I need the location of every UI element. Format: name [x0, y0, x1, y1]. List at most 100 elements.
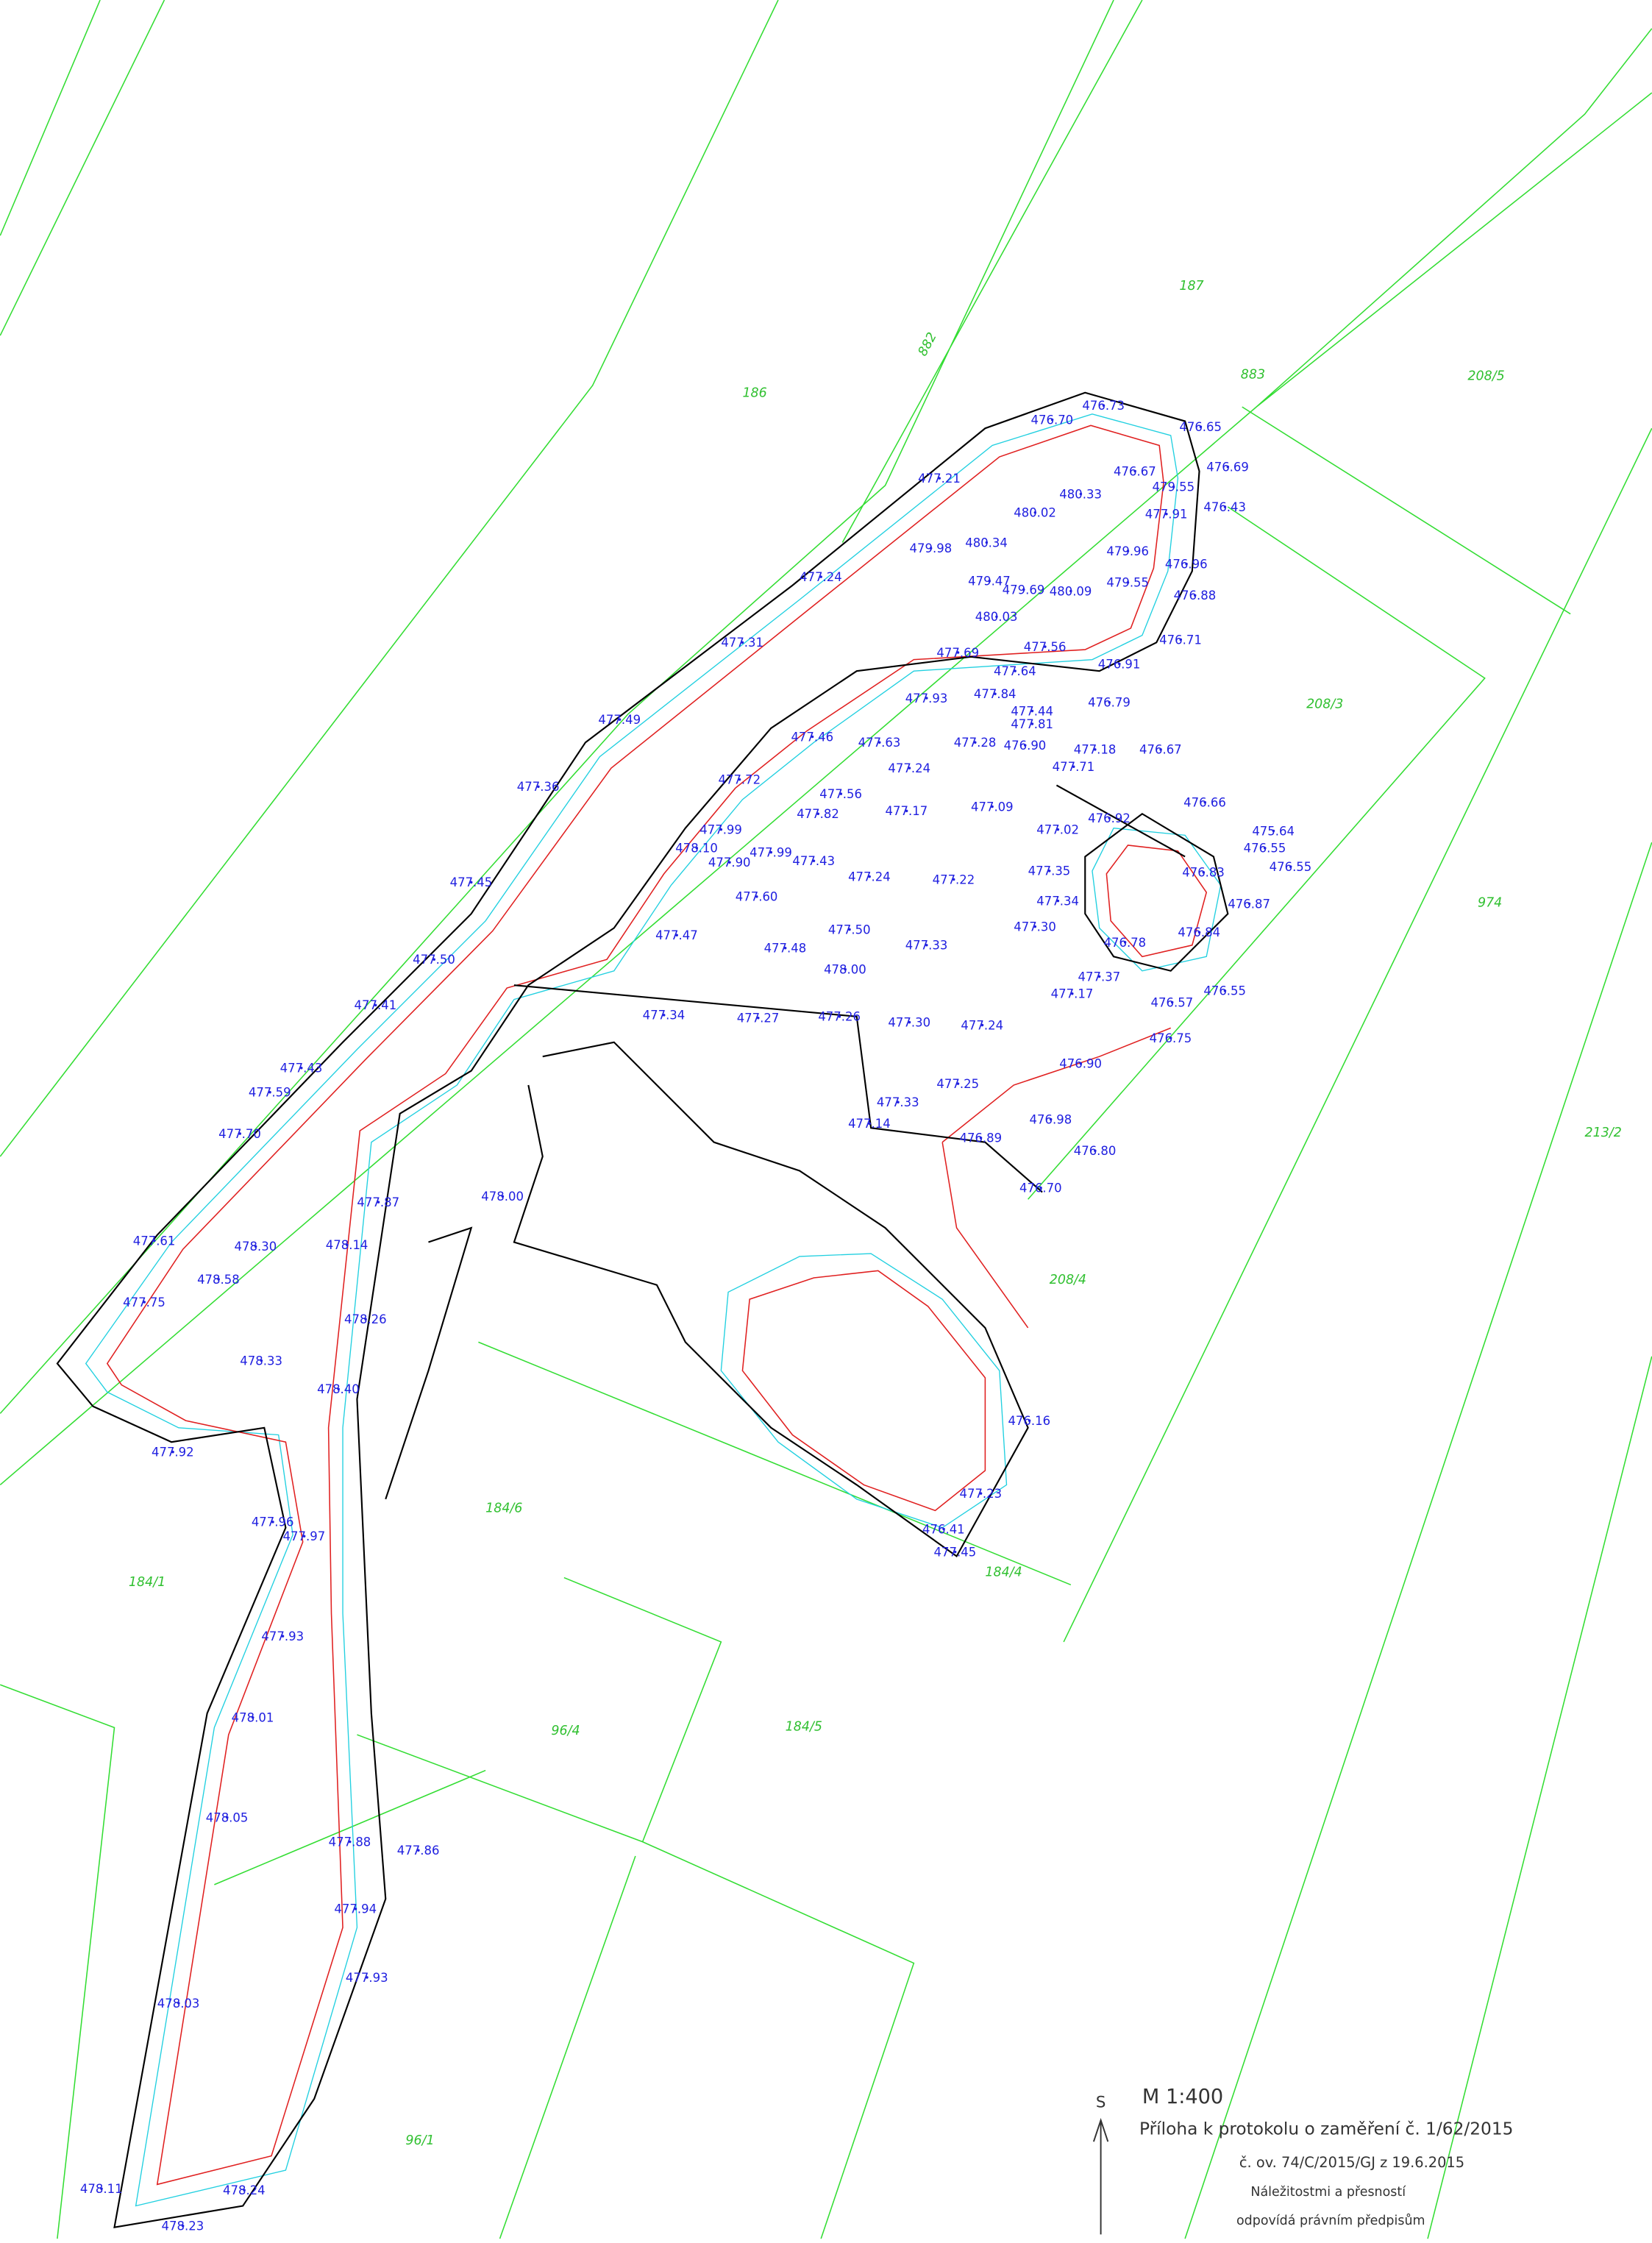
elevation-label: 477.96	[252, 1515, 294, 1529]
survey-point	[181, 2224, 185, 2228]
elevation-label: 477.31	[721, 636, 763, 650]
elevation-label: 477.33	[877, 1095, 919, 1109]
survey-point	[1199, 425, 1203, 429]
survey-point	[956, 651, 960, 654]
survey-point	[153, 1239, 156, 1243]
survey-point	[1108, 817, 1111, 820]
survey-point	[217, 1278, 220, 1281]
elevation-label: 477.34	[643, 1009, 686, 1023]
elevation-label: 477.25	[936, 1077, 979, 1091]
survey-point	[1072, 765, 1075, 768]
elevation-label: 477.50	[828, 923, 871, 936]
elevation-label: 477.64	[994, 664, 1036, 678]
survey-point	[844, 968, 847, 971]
elevation-label: 477.41	[355, 998, 397, 1012]
survey-point	[1272, 829, 1275, 833]
elevation-label: 476.55	[1244, 842, 1286, 856]
elevation-label: 477.09	[971, 800, 1014, 814]
parcel-label: 184/1	[129, 1575, 165, 1590]
survey-point	[1023, 744, 1027, 747]
elevation-label: 476.67	[1114, 464, 1156, 478]
elevation-label: 478.14	[326, 1238, 369, 1252]
elevation-label: 477.24	[800, 570, 842, 584]
survey-point	[741, 641, 744, 644]
elevation-label: 478.23	[162, 2219, 204, 2233]
survey-point	[908, 1020, 911, 1024]
survey-point	[302, 1535, 306, 1538]
elevation-label: 478.11	[80, 2182, 123, 2196]
elevation-label: 476.89	[959, 1131, 1002, 1145]
survey-point	[1197, 931, 1201, 934]
elevation-label: 480.03	[975, 610, 1018, 624]
parcel-label: 208/4	[1050, 1273, 1086, 1287]
survey-point	[1264, 847, 1267, 850]
survey-point	[953, 1550, 957, 1554]
elevation-label: 477.35	[1028, 864, 1071, 878]
legend-line: Příloha k protokolu o zaměření č. 1/62/2…	[1139, 2119, 1513, 2139]
elevation-label: 478.58	[197, 1273, 240, 1287]
survey-point	[254, 1245, 257, 1248]
elevation-label: 477.37	[1078, 970, 1121, 984]
elevation-label: 477.21	[918, 472, 961, 486]
survey-point	[1014, 669, 1017, 672]
survey-point	[1094, 748, 1097, 751]
survey-point	[1069, 589, 1072, 593]
survey-point	[100, 2187, 103, 2190]
survey-point	[1079, 492, 1083, 496]
survey-point	[991, 805, 994, 808]
survey-point	[838, 1015, 841, 1018]
survey-point	[675, 934, 678, 936]
survey-point	[354, 1908, 357, 1910]
elevation-label: 477.45	[934, 1545, 977, 1559]
elevation-label: 479.55	[1152, 480, 1195, 494]
survey-point	[1226, 465, 1230, 469]
elevation-label: 476.57	[1151, 995, 1194, 1009]
elevation-label: 480.09	[1050, 584, 1092, 598]
elevation-label: 477.91	[1145, 508, 1188, 522]
elevation-label: 477.56	[1024, 640, 1067, 654]
elevation-label: 477.43	[792, 854, 835, 868]
elevation-label: 479.69	[1003, 583, 1045, 597]
elevation-label: 477.47	[655, 928, 698, 942]
parcel-label: 96/1	[405, 2133, 434, 2148]
survey-point	[812, 859, 816, 863]
elevation-label: 478.03	[157, 1997, 200, 2011]
elevation-label: 477.49	[598, 713, 641, 727]
elevation-label: 476.91	[1098, 657, 1141, 671]
survey-point	[980, 1023, 984, 1027]
survey-point	[839, 792, 843, 795]
elevation-label: 477.45	[450, 875, 493, 889]
elevation-label: 476.96	[1165, 557, 1208, 571]
survey-point	[1247, 902, 1251, 906]
elevation-label: 477.69	[936, 646, 979, 660]
parcel-label: 184/6	[485, 1501, 522, 1515]
survey-point	[897, 1101, 900, 1104]
elevation-label: 476.80	[1074, 1144, 1117, 1158]
elevation-label: 480.02	[1014, 506, 1056, 520]
elevation-label: 477.02	[1036, 822, 1079, 836]
survey-point	[974, 741, 977, 744]
survey-point	[868, 1122, 871, 1126]
survey-point	[377, 1201, 380, 1204]
elevation-label: 476.70	[1019, 1181, 1062, 1195]
survey-point	[501, 1195, 505, 1198]
elevation-label: 477.44	[1011, 704, 1053, 718]
survey-point	[1159, 748, 1162, 751]
survey-point	[1022, 588, 1025, 591]
survey-point	[1123, 941, 1127, 944]
survey-point	[1047, 870, 1051, 872]
elevation-label: 478.30	[235, 1240, 277, 1254]
survey-point	[1039, 1187, 1042, 1190]
survey-point	[417, 1849, 420, 1852]
elevation-label: 476.87	[1228, 897, 1270, 911]
parcel-label: 974	[1478, 895, 1502, 910]
parcel-label: 186	[742, 386, 766, 401]
survey-point	[995, 615, 998, 619]
survey-point	[1193, 594, 1197, 597]
elevation-label: 477.60	[736, 890, 778, 904]
survey-point	[1170, 1000, 1174, 1004]
contours	[85, 413, 1222, 2207]
elevation-label: 477.48	[764, 942, 807, 956]
